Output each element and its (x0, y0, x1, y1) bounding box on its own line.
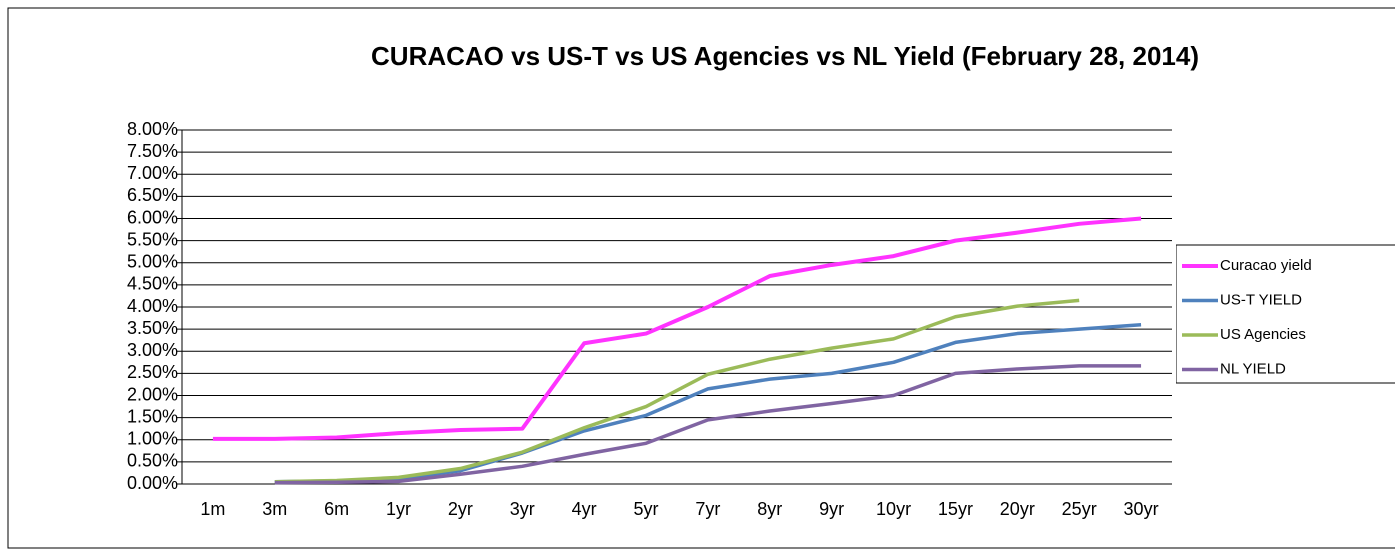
x-tick-label: 30yr (1124, 499, 1159, 519)
x-tick-label: 25yr (1062, 499, 1097, 519)
y-tick-label: 5.00% (127, 252, 178, 272)
x-tick-label: 5yr (634, 499, 659, 519)
y-tick-label: 6.00% (127, 207, 178, 227)
legend-label: US-T YIELD (1220, 291, 1302, 308)
x-tick-label: 9yr (819, 499, 844, 519)
x-tick-label: 1yr (386, 499, 411, 519)
series-line (274, 364, 1142, 485)
x-tick-label: 7yr (695, 499, 720, 519)
x-tick-label: 3m (262, 499, 287, 519)
y-tick-label: 6.50% (127, 185, 178, 205)
y-tick-label: 7.00% (127, 163, 178, 183)
y-tick-label: 4.50% (127, 274, 178, 294)
x-tick-label: 10yr (876, 499, 911, 519)
legend-label: US Agencies (1220, 326, 1306, 343)
x-tick-label: 15yr (938, 499, 973, 519)
y-tick-label: 7.50% (127, 141, 178, 161)
series-line (274, 298, 1080, 484)
y-tick-label: 3.00% (127, 340, 178, 360)
x-tick-label: 20yr (1000, 499, 1035, 519)
y-tick-label: 1.00% (127, 429, 178, 449)
chart-frame (7, 7, 1395, 549)
x-tick-label: 4yr (572, 499, 597, 519)
chart-title: CURACAO vs US-T vs US Agencies vs NL Yie… (371, 41, 1199, 71)
y-tick-label: 0.00% (127, 473, 178, 493)
y-tick-label: 0.50% (127, 451, 178, 471)
legend-label: NL YIELD (1220, 360, 1286, 377)
x-tick-label: 1m (200, 499, 225, 519)
y-tick-label: 5.50% (127, 229, 178, 249)
series-line (212, 216, 1142, 441)
x-tick-label: 2yr (448, 499, 473, 519)
y-tick-label: 2.50% (127, 362, 178, 382)
y-tick-label: 8.00% (127, 119, 178, 139)
y-tick-label: 2.00% (127, 384, 178, 404)
y-tick-label: 4.00% (127, 296, 178, 316)
legend: Curacao yield US-T YIELD US Agencies NL YIE… (1176, 244, 1395, 384)
x-tick-label: 3yr (510, 499, 535, 519)
y-tick-label: 3.50% (127, 318, 178, 338)
legend-label: Curacao yield (1220, 257, 1312, 274)
x-tick-label: 8yr (757, 499, 782, 519)
x-tick-label: 6m (324, 499, 349, 519)
y-tick-label: 1.50% (127, 406, 178, 426)
